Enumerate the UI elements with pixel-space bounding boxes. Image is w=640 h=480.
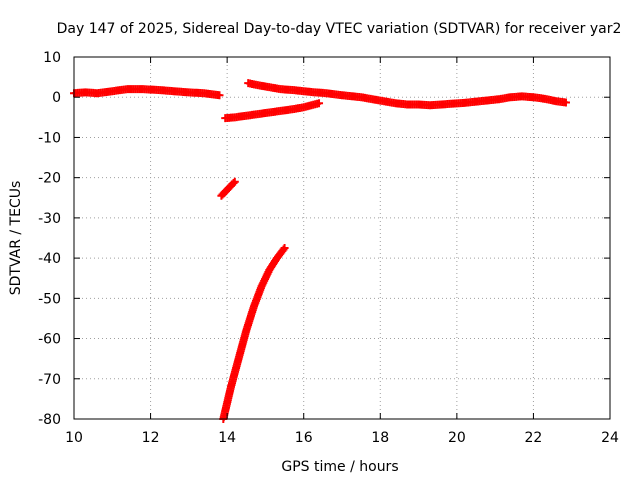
y-tick-label: -60 xyxy=(38,332,61,348)
data-point xyxy=(561,98,570,107)
y-tick-label: 0 xyxy=(52,90,61,106)
axis-ticks: 10 12 14 16 18 20 22 24 10 0 -10 -20 -30 -40 -50 -60 -70… xyxy=(38,50,619,446)
plot-frame xyxy=(73,56,611,420)
y-axis-label: SDTVAR / TECUs xyxy=(8,181,24,296)
x-tick-label: 18 xyxy=(371,430,389,446)
y-tick-label: -10 xyxy=(38,130,61,146)
x-tick-label: 16 xyxy=(295,430,313,446)
y-tick-label: -80 xyxy=(38,412,61,428)
y-tick-label: -70 xyxy=(38,372,61,388)
grid-lines xyxy=(74,57,610,419)
data-point xyxy=(280,244,289,253)
y-tick-label: -50 xyxy=(38,291,61,307)
y-tick-label: -30 xyxy=(38,211,61,227)
x-tick-label: 20 xyxy=(448,430,466,446)
x-axis-label: GPS time / hours xyxy=(281,459,398,475)
y-tick-label: -20 xyxy=(38,171,61,187)
data-point xyxy=(229,179,238,188)
x-tick-label: 12 xyxy=(142,430,160,446)
chart-title: Day 147 of 2025, Sidereal Day-to-day VTE… xyxy=(57,21,622,37)
data-point xyxy=(315,99,324,108)
x-tick-label: 10 xyxy=(65,430,83,446)
data-point xyxy=(279,245,288,254)
y-tick-label: 10 xyxy=(43,50,61,66)
data-points xyxy=(70,79,570,423)
y-tick-label: -40 xyxy=(38,251,61,267)
x-tick-label: 14 xyxy=(218,430,236,446)
x-tick-label: 22 xyxy=(525,430,543,446)
data-point xyxy=(215,91,224,100)
x-tick-label: 24 xyxy=(601,430,619,446)
data-point xyxy=(230,177,239,186)
